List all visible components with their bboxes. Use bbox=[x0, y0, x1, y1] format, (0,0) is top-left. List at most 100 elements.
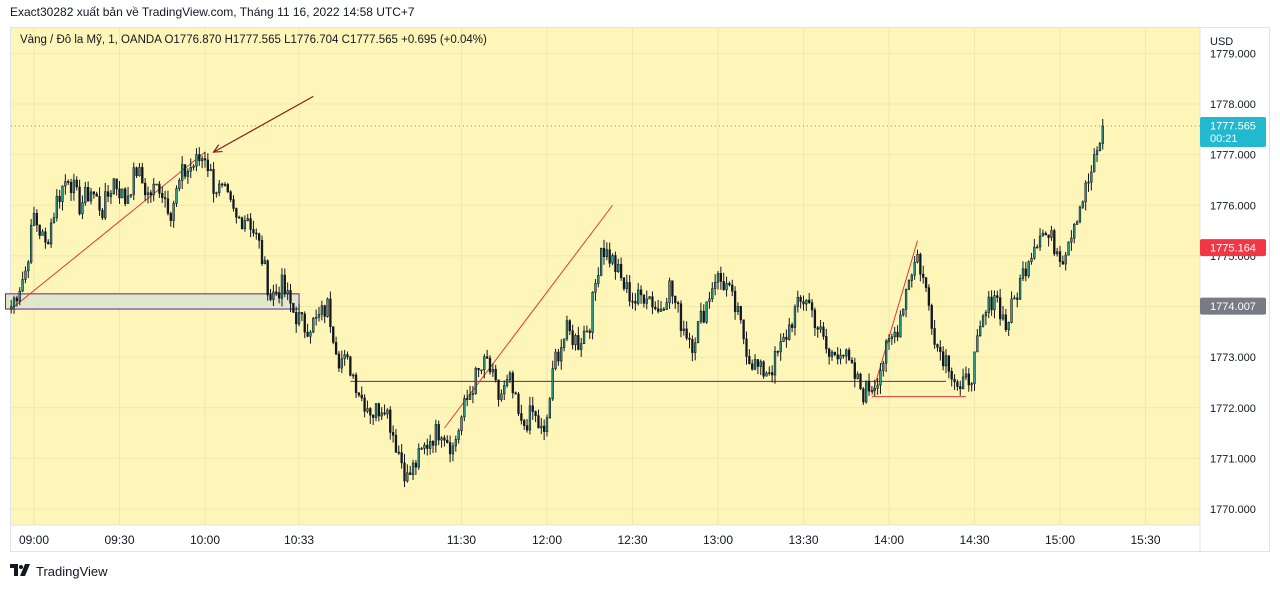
chart-legend: Vàng / Đô la Mỹ, 1, OANDA O1776.870 H177… bbox=[20, 34, 487, 46]
y-tick-label: 1773.000 bbox=[1210, 352, 1256, 364]
candle-body bbox=[665, 302, 668, 310]
candle-body bbox=[138, 167, 141, 177]
candle-body bbox=[374, 403, 378, 418]
legend-high: H1777.565 bbox=[224, 34, 281, 46]
candle-body bbox=[434, 424, 438, 446]
candle-body bbox=[67, 181, 70, 183]
candle-body bbox=[474, 367, 477, 394]
candle-body bbox=[560, 347, 563, 362]
candle-body bbox=[808, 299, 811, 303]
candle-body bbox=[907, 280, 911, 290]
candle-body bbox=[930, 305, 933, 329]
candle-body bbox=[124, 188, 127, 204]
candle-body bbox=[249, 218, 252, 230]
candle-body bbox=[386, 409, 389, 415]
candle-body bbox=[411, 462, 415, 475]
price-label-text: 1775.164 bbox=[1210, 243, 1256, 255]
candle-body bbox=[979, 326, 982, 337]
candle-body bbox=[1033, 246, 1036, 259]
candle-body bbox=[950, 371, 953, 380]
candle-body bbox=[161, 192, 164, 198]
candle-body bbox=[337, 353, 341, 369]
candle-body bbox=[731, 284, 734, 292]
candle-body bbox=[542, 425, 546, 432]
candle-body bbox=[232, 199, 235, 209]
x-tick-label: 10:33 bbox=[284, 533, 314, 547]
candle-body bbox=[679, 303, 683, 331]
candle-body bbox=[659, 308, 663, 312]
candle-body bbox=[913, 261, 916, 276]
candle-body bbox=[853, 362, 856, 379]
tradingview-logo-icon[interactable] bbox=[10, 563, 30, 579]
candle-body bbox=[830, 351, 834, 357]
candle-body bbox=[223, 184, 227, 186]
candle-body bbox=[628, 282, 631, 302]
candle-body bbox=[220, 183, 224, 186]
candle-body bbox=[1036, 246, 1039, 249]
candle-body bbox=[500, 393, 503, 400]
candle-body bbox=[788, 324, 791, 340]
candle-body bbox=[525, 425, 529, 431]
candle-body bbox=[625, 282, 628, 289]
candle-body bbox=[343, 354, 346, 360]
candle-body bbox=[186, 170, 190, 177]
candle-body bbox=[551, 368, 554, 400]
candle-body bbox=[827, 348, 831, 357]
candle-body bbox=[12, 297, 16, 308]
candle-body bbox=[141, 167, 144, 184]
candle-body bbox=[215, 192, 218, 195]
candle-body bbox=[591, 291, 594, 333]
candle-body bbox=[303, 313, 306, 333]
candle-body bbox=[725, 283, 728, 291]
candle-body bbox=[545, 417, 549, 432]
candle-body bbox=[446, 439, 449, 443]
candle-body bbox=[417, 448, 420, 468]
candle-body bbox=[257, 233, 261, 241]
candle-body bbox=[448, 442, 452, 455]
candle-body bbox=[1013, 297, 1016, 300]
candle-body bbox=[72, 179, 76, 194]
candle-body bbox=[790, 324, 794, 328]
candle-body bbox=[1021, 268, 1025, 279]
zone-rectangle bbox=[5, 293, 300, 310]
candle-body bbox=[654, 306, 657, 310]
y-tick-label: 1778.000 bbox=[1210, 99, 1256, 111]
time-axis[interactable]: 09:00 09:30 10:00 10:33 11:30 12:00 12:30 13:00… bbox=[19, 533, 1161, 547]
candle-body bbox=[21, 279, 24, 292]
candle-body bbox=[577, 335, 580, 350]
candle-body bbox=[842, 354, 845, 357]
candle-body bbox=[238, 216, 241, 219]
candle-body bbox=[86, 186, 90, 202]
candle-body bbox=[845, 349, 848, 357]
candle-body bbox=[708, 298, 711, 303]
candle-body bbox=[266, 260, 269, 296]
candle-body bbox=[961, 376, 965, 389]
candle-body bbox=[437, 424, 440, 441]
candle-body bbox=[143, 182, 147, 196]
footer-brand[interactable]: TradingView bbox=[36, 563, 108, 579]
candle-body bbox=[1075, 221, 1079, 225]
candle-body bbox=[314, 316, 318, 319]
candle-body bbox=[32, 213, 36, 226]
candle-body bbox=[320, 305, 324, 315]
candle-body bbox=[688, 337, 691, 340]
candle-body bbox=[183, 164, 187, 177]
candle-body bbox=[568, 320, 571, 332]
candle-body bbox=[454, 439, 457, 447]
candle-body bbox=[106, 191, 110, 197]
candle-body bbox=[970, 383, 973, 386]
candle-body bbox=[203, 158, 207, 161]
candle-body bbox=[1073, 224, 1076, 239]
candle-body bbox=[451, 445, 455, 455]
legend-symbol[interactable]: Vàng / Đô la Mỹ, 1, OANDA bbox=[20, 34, 162, 46]
candle-body bbox=[309, 331, 312, 337]
candle-body bbox=[340, 358, 343, 369]
price-label-box bbox=[1200, 297, 1266, 315]
candle-body bbox=[89, 191, 93, 202]
candle-body bbox=[292, 302, 295, 313]
candle-body bbox=[64, 181, 67, 187]
candle-body bbox=[973, 351, 976, 384]
candle-body bbox=[850, 359, 854, 363]
candle-body bbox=[283, 274, 286, 294]
